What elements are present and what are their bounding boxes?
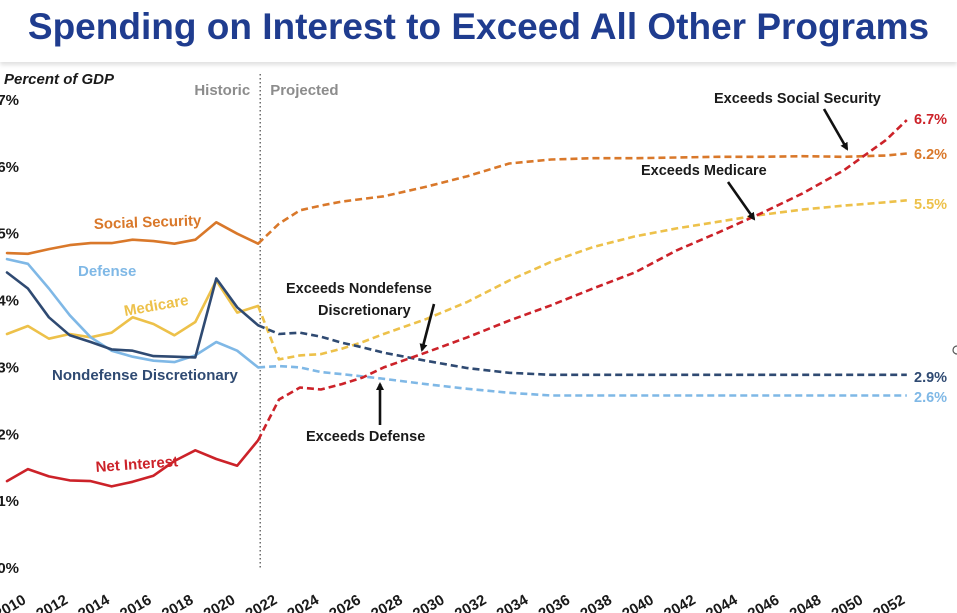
x-tick-label: 2022: [243, 591, 280, 613]
x-tick-label: 2028: [368, 591, 405, 613]
edge-handle: [952, 345, 957, 355]
y-tick-label: 5%: [0, 226, 19, 243]
chart-title: Spending on Interest to Exceed All Other…: [27, 6, 930, 47]
x-tick-label: 2038: [577, 591, 614, 613]
nondefense-discretionary-end-label: 2.9%: [914, 370, 947, 386]
nondefense-discretionary-historic-line: [5, 271, 260, 359]
projected-label: Projected: [270, 82, 338, 99]
nondefense-discretionary-projected-line: [257, 324, 907, 377]
annotation-exceeds-defense: Exceeds Defense: [306, 429, 425, 445]
social-security-series-label: Social Security: [94, 212, 203, 233]
annotation-exceeds-medicare: Exceeds Medicare: [641, 163, 767, 179]
net-interest-end-label: 6.7%: [914, 112, 947, 128]
y-tick-label: 0%: [0, 560, 19, 577]
x-tick-label: 2050: [829, 591, 866, 613]
social-security-projected-line: [257, 152, 907, 245]
x-tick-label: 2014: [75, 591, 113, 613]
y-tick-label: 2%: [0, 426, 19, 443]
x-tick-label: 2036: [536, 591, 573, 613]
x-tick-label: 2040: [619, 591, 656, 613]
net-interest-series-label: Net Interest: [95, 453, 179, 476]
arrow-exceeds-social-security: [822, 108, 849, 151]
x-tick-label: 2016: [117, 591, 154, 613]
x-tick-label: 2024: [285, 591, 323, 613]
nondefense-discretionary-series-label: Nondefense Discretionary: [52, 367, 239, 384]
historic-label: Historic: [194, 82, 250, 99]
y-tick-label: 3%: [0, 359, 19, 376]
y-axis-label: Percent of GDP: [4, 71, 115, 88]
annotation-exceeds-social-security: Exceeds Social Security: [714, 91, 881, 107]
y-tick-label: 1%: [0, 493, 19, 510]
defense-end-label: 2.6%: [914, 390, 947, 406]
x-tick-label: 2046: [745, 591, 782, 613]
x-tick-label: 2018: [159, 591, 196, 613]
x-tick-label: 2052: [870, 591, 907, 613]
defense-series-label: Defense: [78, 263, 136, 280]
annotation-exceeds-nondefense-line1: Exceeds Nondefense: [286, 281, 432, 297]
x-tick-label: 2020: [201, 591, 238, 613]
medicare-projected-line: [256, 199, 907, 361]
medicare-end-label: 5.5%: [914, 197, 947, 213]
net-interest-historic-line: [5, 438, 260, 488]
y-tick-label: 7%: [0, 92, 19, 109]
defense-historic-line: [5, 257, 260, 369]
arrow-exceeds-medicare: [726, 181, 756, 221]
x-tick-label: 2010: [0, 591, 29, 613]
x-tick-label: 2048: [787, 591, 824, 613]
social-security-historic-line: [5, 221, 260, 256]
social-security-end-label: 6.2%: [914, 147, 947, 163]
x-tick-label: 2026: [326, 591, 363, 613]
title-bar: Spending on Interest to Exceed All Other…: [0, 0, 957, 62]
y-tick-label: 4%: [0, 293, 19, 310]
x-tick-label: 2030: [410, 591, 447, 613]
arrow-exceeds-nondefense: [419, 303, 436, 352]
medicare-series-label: Medicare: [123, 292, 190, 320]
x-tick-label: 2032: [452, 591, 489, 613]
net-interest-projected-line: [256, 119, 908, 441]
y-tick-label: 6%: [0, 159, 19, 176]
x-tick-label: 2012: [33, 591, 70, 613]
defense-projected-line: [258, 364, 907, 397]
x-tick-label: 2042: [661, 591, 698, 613]
annotation-exceeds-nondefense-line2: Discretionary: [318, 303, 411, 319]
x-tick-label: 2044: [703, 591, 741, 613]
x-tick-label: 2034: [494, 591, 532, 613]
